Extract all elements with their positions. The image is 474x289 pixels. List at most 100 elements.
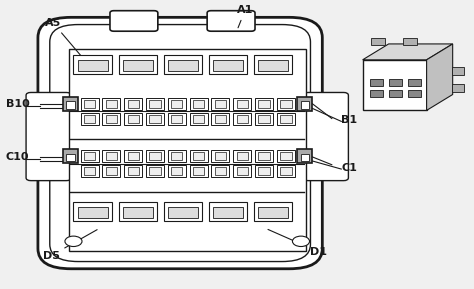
Bar	[81, 150, 99, 162]
FancyBboxPatch shape	[50, 25, 310, 262]
Bar	[277, 98, 295, 110]
Bar	[258, 152, 270, 160]
Bar	[403, 38, 417, 45]
Bar	[209, 202, 247, 221]
Bar	[66, 101, 75, 109]
Bar	[277, 113, 295, 125]
Bar	[193, 167, 204, 175]
Bar	[277, 165, 295, 177]
Bar	[164, 55, 202, 74]
Bar	[190, 113, 208, 125]
Bar	[237, 115, 248, 123]
Bar	[452, 67, 464, 75]
Bar	[106, 152, 117, 160]
Text: D5: D5	[43, 230, 97, 261]
Bar	[233, 113, 251, 125]
Text: C1: C1	[341, 163, 357, 173]
Bar	[66, 154, 75, 161]
Bar	[258, 115, 270, 123]
Bar	[149, 152, 161, 160]
Bar	[213, 60, 243, 71]
Polygon shape	[427, 44, 453, 110]
Bar	[81, 98, 99, 110]
Bar	[146, 113, 164, 125]
Bar	[123, 60, 153, 71]
Bar	[84, 152, 95, 160]
Bar	[371, 38, 385, 45]
Bar	[254, 55, 292, 74]
Bar	[237, 100, 248, 108]
Bar	[168, 150, 186, 162]
Bar	[171, 115, 182, 123]
FancyBboxPatch shape	[110, 11, 158, 31]
Bar	[215, 152, 226, 160]
Bar	[389, 79, 402, 86]
Bar	[149, 167, 161, 175]
Bar	[128, 152, 139, 160]
Text: B1: B1	[341, 115, 357, 125]
Bar	[363, 60, 427, 110]
Bar	[84, 167, 95, 175]
Bar	[118, 202, 157, 221]
Bar	[102, 165, 120, 177]
Bar	[171, 152, 182, 160]
Bar	[128, 167, 139, 175]
Bar	[168, 60, 198, 71]
Bar	[233, 150, 251, 162]
Bar	[211, 150, 229, 162]
Bar	[215, 115, 226, 123]
Bar	[280, 167, 292, 175]
Bar	[146, 98, 164, 110]
Bar	[452, 84, 464, 92]
Bar	[211, 113, 229, 125]
Bar	[277, 150, 295, 162]
Bar	[124, 150, 142, 162]
Bar	[190, 165, 208, 177]
Bar	[128, 100, 139, 108]
Bar	[102, 150, 120, 162]
Bar	[370, 79, 383, 86]
Bar	[84, 115, 95, 123]
FancyBboxPatch shape	[303, 92, 348, 181]
Bar	[69, 49, 306, 251]
Bar	[389, 90, 402, 97]
Bar	[215, 167, 226, 175]
Text: A1: A1	[237, 5, 254, 28]
Bar	[209, 55, 247, 74]
Bar	[102, 98, 120, 110]
Bar	[124, 113, 142, 125]
Bar	[211, 98, 229, 110]
Bar	[168, 98, 186, 110]
Bar	[190, 98, 208, 110]
Bar	[146, 150, 164, 162]
Bar	[106, 115, 117, 123]
Bar	[123, 207, 153, 218]
Bar	[164, 202, 202, 221]
Bar	[168, 165, 186, 177]
Bar	[215, 100, 226, 108]
Bar	[301, 154, 309, 161]
Bar	[193, 152, 204, 160]
Text: B10: B10	[6, 99, 29, 109]
Bar	[370, 90, 383, 97]
Bar	[258, 207, 288, 218]
Bar	[280, 100, 292, 108]
Text: C10: C10	[6, 152, 29, 162]
Text: A5: A5	[45, 18, 88, 64]
Bar	[168, 207, 198, 218]
Bar	[78, 60, 108, 71]
Bar	[81, 113, 99, 125]
Circle shape	[292, 236, 310, 247]
Bar	[237, 152, 248, 160]
Bar	[255, 150, 273, 162]
Bar	[408, 79, 421, 86]
Bar	[171, 167, 182, 175]
Bar	[211, 165, 229, 177]
Bar	[280, 115, 292, 123]
Bar	[297, 149, 312, 163]
Bar	[301, 101, 309, 109]
Bar	[81, 165, 99, 177]
Bar	[258, 100, 270, 108]
Bar	[280, 152, 292, 160]
Bar	[118, 55, 157, 74]
